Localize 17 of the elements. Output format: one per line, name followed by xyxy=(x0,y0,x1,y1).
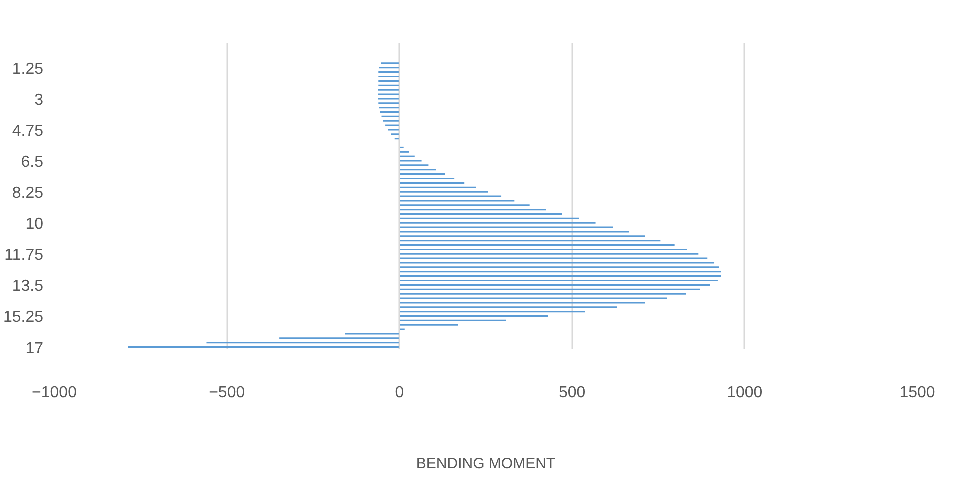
y-tick-label: 4.75 xyxy=(12,122,44,140)
x-tick-label: −500 xyxy=(209,384,246,402)
x-tick-label: −1000 xyxy=(32,384,78,402)
y-tick-label: 17 xyxy=(26,340,44,358)
x-tick-label: 500 xyxy=(558,384,586,402)
x-tick-label: 1000 xyxy=(727,384,763,402)
y-tick-label: 10 xyxy=(26,216,44,234)
y-tick-label: 6.5 xyxy=(21,154,44,172)
y-tick-label: 13.5 xyxy=(12,278,44,296)
y-tick-label: 3 xyxy=(34,92,44,109)
x-tick-label: 1500 xyxy=(900,384,936,402)
x-tick-label: 0 xyxy=(395,384,404,402)
y-tick-label: 1.25 xyxy=(12,60,44,78)
y-tick-label: 15.25 xyxy=(3,309,44,326)
x-axis-title: BENDING MOMENT xyxy=(416,456,556,472)
y-tick-label: 11.75 xyxy=(4,247,44,264)
y-tick-label: 8.25 xyxy=(12,185,44,202)
